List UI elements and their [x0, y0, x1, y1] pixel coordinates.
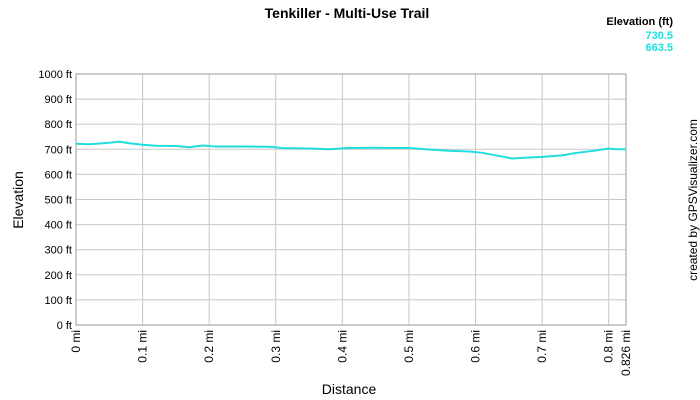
- y-tick-label: 800 ft: [44, 119, 72, 131]
- y-axis-label: Elevation: [10, 171, 26, 229]
- plot-border: [75, 73, 627, 326]
- y-tick-label: 1000 ft: [38, 69, 72, 81]
- x-tick-label: 0.2 mi: [202, 330, 216, 363]
- elevation-line: [75, 140, 626, 160]
- y-tick-label: 500 ft: [44, 195, 72, 207]
- stats-max: 730.5: [645, 30, 673, 42]
- y-tick-label: 0 ft: [57, 320, 72, 332]
- chart-title: Tenkiller - Multi-Use Trail: [265, 5, 430, 21]
- y-tick-label: 400 ft: [44, 220, 72, 232]
- stats-title: Elevation (ft): [606, 16, 673, 28]
- x-tick-label: 0.826 mi: [619, 330, 633, 376]
- y-tick-label: 600 ft: [44, 169, 72, 181]
- y-tick-label: 100 ft: [44, 295, 72, 307]
- x-tick-label: 0.6 mi: [469, 330, 483, 363]
- x-tick-label: 0 mi: [69, 330, 83, 353]
- x-tick-label: 0.7 mi: [535, 330, 549, 363]
- x-tick-label: 0.3 mi: [269, 330, 283, 363]
- y-tick-label: 200 ft: [44, 270, 72, 282]
- x-tick-label: 0.4 mi: [335, 330, 349, 363]
- x-tick-label: 0.1 mi: [136, 330, 150, 363]
- y-tick-label: 300 ft: [44, 245, 72, 257]
- x-tick-label: 0.8 mi: [602, 330, 616, 363]
- x-axis-label: Distance: [322, 381, 377, 397]
- y-tick-label: 900 ft: [44, 94, 72, 106]
- y-tick-label: 700 ft: [44, 144, 72, 156]
- x-tick-label: 0.5 mi: [402, 330, 416, 363]
- credit: created by GPSVisualizer.com: [686, 119, 700, 281]
- stats-min: 663.5: [645, 42, 673, 54]
